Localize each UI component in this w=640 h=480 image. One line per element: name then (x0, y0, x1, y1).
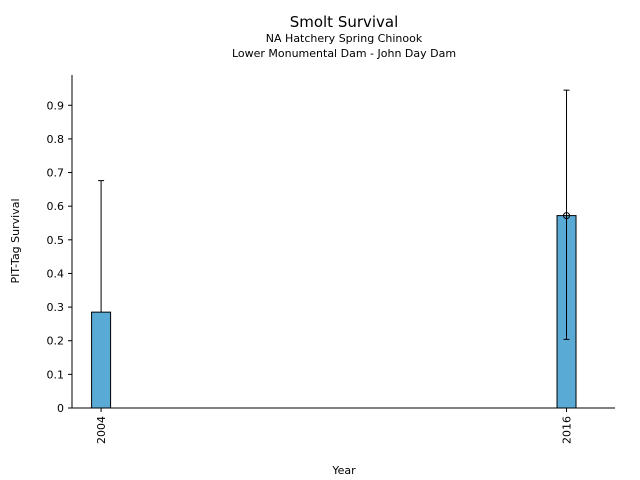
y-tick-label: 0.1 (47, 368, 65, 381)
point-marker-2016 (563, 212, 571, 220)
x-tick-label: 2016 (561, 416, 574, 444)
x-axis-label: Year (331, 464, 356, 477)
bar-2004 (91, 311, 112, 409)
y-tick-label: 0.3 (47, 301, 65, 314)
y-tick-label: 0.5 (47, 234, 65, 247)
plot-area: 0 0.1 0.2 0.3 0.4 0.5 0.6 0.7 0.8 0.9 2004 2016 (47, 89, 577, 444)
y-tick-label: 0.8 (47, 133, 65, 146)
y-axis-label: PIT-Tag Survival (9, 198, 22, 283)
y-tick-label: 0.7 (47, 167, 65, 180)
x-tick-label: 2004 (95, 416, 108, 444)
y-tick-label: 0.6 (47, 200, 65, 213)
chart-subtitle-line-1: NA Hatchery Spring Chinook (266, 32, 423, 45)
y-tick-label: 0 (57, 402, 64, 415)
y-tick-label: 0.2 (47, 335, 65, 348)
chart-title: Smolt Survival (290, 13, 399, 31)
y-tick-label: 0.9 (47, 99, 65, 112)
y-tick-label: 0.4 (47, 267, 65, 280)
chart-subtitle-line-2: Lower Monumental Dam - John Day Dam (232, 47, 456, 60)
